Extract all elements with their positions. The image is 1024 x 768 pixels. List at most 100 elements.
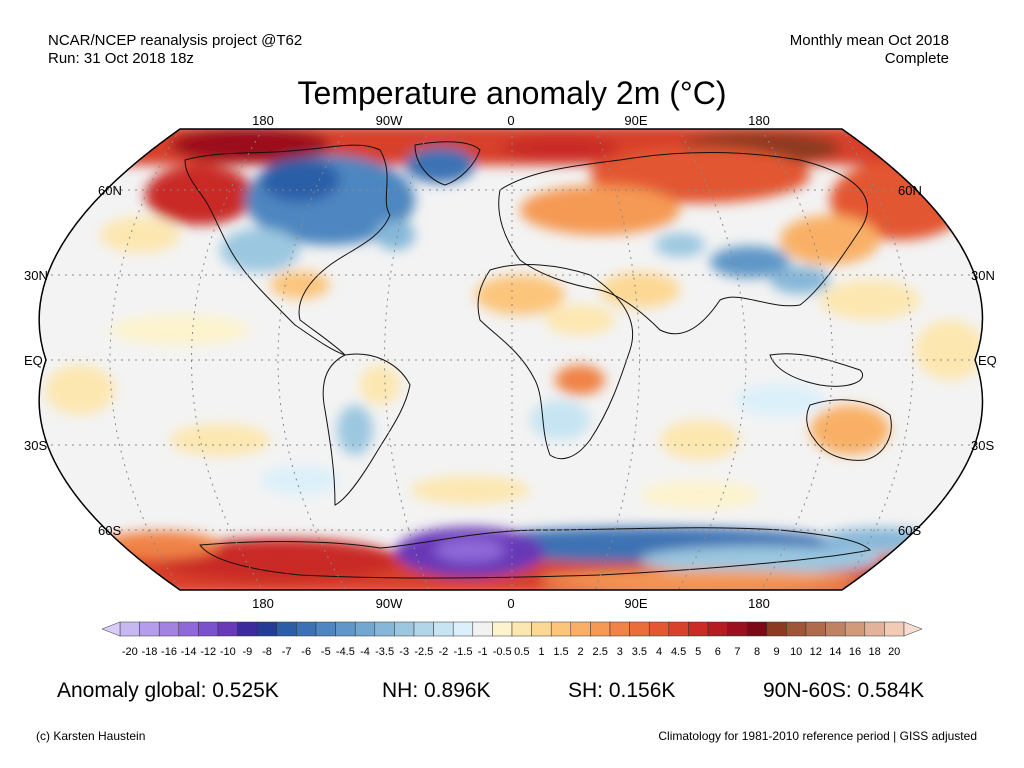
colorbar-swatch [570, 621, 591, 637]
colorbar-swatch [609, 621, 630, 637]
colorbar-tick-label: -3.5 [375, 646, 395, 658]
colorbar-swatch [766, 621, 787, 637]
stat-global: Anomaly global: 0.525K [57, 679, 279, 702]
colorbar-low-arrow [101, 621, 121, 637]
colorbar-swatch [119, 621, 140, 637]
lon-label-bottom: 90E [624, 596, 648, 611]
colorbar-swatch [413, 621, 434, 637]
colorbar-swatch [511, 621, 532, 637]
colorbar-swatch [825, 621, 846, 637]
lat-label-right: 30S [971, 438, 995, 453]
colorbar-tick-label: -0.5 [492, 646, 512, 658]
colorbar-tick-label: -3 [399, 646, 410, 658]
lon-label-bottom: 0 [507, 596, 515, 611]
colorbar-swatch [844, 621, 866, 637]
map-title: Temperature anomaly 2m (°C) [297, 75, 727, 111]
colorbar-tick-label: -8 [262, 646, 272, 658]
colorbar-tick-label: -1.5 [453, 646, 473, 658]
colorbar-tick-label: 7 [734, 646, 741, 658]
lat-label-right: EQ [978, 353, 997, 368]
colorbar-tick-label: 4 [655, 646, 663, 658]
credit-text: (c) Karsten Haustein [36, 729, 146, 743]
graticule [39, 129, 983, 590]
stat-nh: NH: 0.896K [382, 679, 491, 702]
colorbar-tick-label: 18 [868, 646, 881, 658]
colorbar-tick-label: 2.5 [592, 646, 608, 658]
lat-label-right: 30N [971, 268, 995, 283]
colorbar-swatch [668, 621, 689, 637]
colorbar-tick-label: -7 [281, 646, 292, 658]
colorbar-swatch [276, 621, 297, 637]
lat-label-right: 60N [898, 183, 922, 198]
stat-sh: SH: 0.156K [568, 679, 676, 702]
colorbar-swatch [550, 621, 572, 637]
lon-label-top: 180 [748, 113, 770, 128]
colorbar-tick-label: -2.5 [414, 646, 434, 658]
colorbar-tick-label: 4.5 [670, 646, 687, 658]
colorbar-swatch [139, 621, 160, 637]
colorbar-swatch [629, 621, 650, 637]
colorbar-swatch [296, 621, 317, 637]
colorbar-swatch [198, 621, 219, 637]
colorbar-swatch [178, 621, 199, 637]
colorbar-tick-label: -10 [219, 646, 236, 658]
lat-label-left: 30S [24, 438, 48, 453]
colorbar-swatch [884, 621, 905, 637]
lon-label-bottom: 180 [748, 596, 770, 611]
colorbar-tick-label: 9 [773, 646, 780, 658]
lat-label-left: 60N [98, 183, 122, 198]
colorbar-high-arrow [903, 621, 923, 637]
colorbar [101, 621, 923, 637]
colorbar-tick-label: -4.5 [335, 646, 355, 658]
lon-label-top: 180 [252, 113, 274, 128]
colorbar-tick-label: 0.5 [514, 646, 530, 658]
colorbar-swatch [492, 621, 513, 637]
source-line-2: Run: 31 Oct 2018 18z [48, 50, 194, 67]
colorbar-swatch [315, 621, 336, 637]
climatology-note: Climatology for 1981-2010 reference peri… [658, 729, 977, 743]
colorbar-swatch [217, 621, 238, 637]
colorbar-tick-label: -2 [438, 646, 449, 658]
colorbar-tick-label: 8 [753, 646, 761, 658]
colorbar-tick-label: -6 [301, 646, 312, 658]
colorbar-swatch [256, 621, 278, 637]
lon-label-bottom: 90W [375, 596, 403, 611]
lat-label-left: EQ [24, 353, 43, 368]
colorbar-tick-label: 20 [888, 646, 901, 658]
colorbar-tick-label: 6 [714, 646, 721, 658]
colorbar-tick-label: 12 [809, 646, 822, 658]
colorbar-swatch [727, 621, 748, 637]
lat-label-right: 60S [898, 523, 922, 538]
lon-label-bottom: 180 [252, 596, 274, 611]
colorbar-swatch [746, 621, 768, 637]
colorbar-tick-label: -4 [360, 646, 370, 658]
colorbar-tick-label: -12 [200, 646, 217, 658]
colorbar-tick-label: 16 [848, 646, 862, 658]
colorbar-swatch [158, 621, 180, 637]
colorbar-swatch [394, 621, 415, 637]
colorbar-swatch [707, 621, 728, 637]
globe-outline [38, 128, 984, 591]
colorbar-swatch [531, 621, 552, 637]
colorbar-tick-label: -20 [121, 646, 138, 658]
colorbar-tick-label: -16 [161, 646, 177, 658]
colorbar-swatch [354, 621, 376, 637]
colorbar-tick-label: -1 [477, 646, 488, 658]
lon-label-top: 0 [507, 113, 515, 128]
stat-90n-60s: 90N-60S: 0.584K [763, 679, 925, 702]
colorbar-tick-label: 14 [829, 646, 842, 658]
colorbar-swatch [335, 621, 356, 637]
period-line-2: Complete [884, 50, 949, 67]
period-line-1: Monthly mean Oct 2018 [789, 32, 949, 49]
colorbar-tick-label: 1 [538, 646, 545, 658]
lat-label-left: 30N [24, 268, 48, 283]
lat-label-left: 60S [98, 523, 122, 538]
colorbar-tick-label: 3 [616, 646, 623, 658]
colorbar-swatch [237, 621, 258, 637]
colorbar-swatch [688, 621, 709, 637]
world-map [38, 128, 984, 591]
lon-label-top: 90E [624, 113, 648, 128]
colorbar-swatch [648, 621, 670, 637]
colorbar-swatch [805, 621, 826, 637]
colorbar-tick-label: -5 [320, 646, 331, 658]
